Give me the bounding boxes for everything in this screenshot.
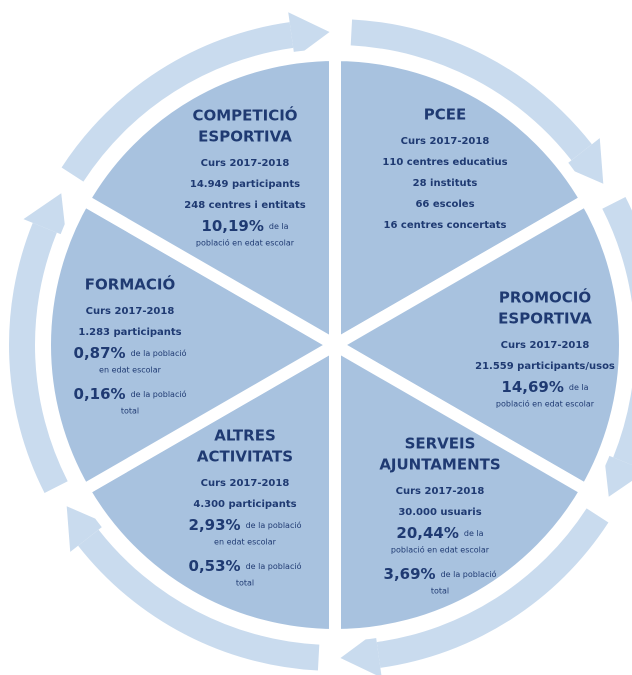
segment-title: SERVEIS xyxy=(405,435,476,453)
ring-arrow xyxy=(350,19,592,161)
arrow-head xyxy=(288,12,330,58)
segment-text: PROMOCIÓ ESPORTIVA Curs 2017-2018 21.559 pa… xyxy=(475,288,615,409)
segment-title: ESPORTIVA xyxy=(498,310,592,328)
ring-arrow xyxy=(8,222,68,494)
info-line: Curs 2017-2018 xyxy=(501,340,590,351)
info-line: Curs 2017-2018 xyxy=(201,478,290,489)
ring-arrow xyxy=(602,196,632,465)
segment-title: PCEE xyxy=(424,106,467,124)
percentage-note: de la xyxy=(464,529,484,538)
ring-arrow xyxy=(61,22,294,182)
arrow-head xyxy=(563,138,604,184)
segment xyxy=(329,48,595,356)
info-line: 1.283 participants xyxy=(78,327,181,338)
info-line: 30.000 usuaris xyxy=(398,507,481,518)
percentage-note: total xyxy=(236,579,254,588)
percentage: 14,69% xyxy=(501,378,563,396)
info-line: Curs 2017-2018 xyxy=(396,486,485,497)
ring-arrow xyxy=(376,508,609,668)
info-line: 4.300 participants xyxy=(193,499,296,510)
info-line: 248 centres i entitats xyxy=(184,200,305,211)
percentage-note: de la població xyxy=(246,561,302,571)
percentage: 0,87% xyxy=(74,344,126,362)
percentage-line: 0,16% de la població xyxy=(74,385,187,403)
ring-arrow xyxy=(78,529,320,671)
segment-text: PCEE Curs 2017-2018 110 centres educatius 2… xyxy=(382,106,507,232)
segment-text: SERVEIS AJUNTAMENTS Curs 2017-2018 30.000 u… xyxy=(379,435,500,596)
percentage: 3,69% xyxy=(384,565,436,583)
segment-text: ALTRES ACTIVITATS Curs 2017-2018 4.300 part… xyxy=(189,427,302,588)
segment xyxy=(75,48,341,356)
percentage-note: total xyxy=(431,587,449,596)
arrow-head xyxy=(23,193,67,237)
percentage-line: 0,53% de la població xyxy=(189,557,302,575)
percentage-line: 10,19% de la xyxy=(201,217,288,235)
info-line: 28 instituts xyxy=(413,178,478,189)
segment-title: PROMOCIÓ xyxy=(499,288,591,307)
percentage-line: 20,44% de la xyxy=(396,524,483,542)
segment xyxy=(323,191,631,499)
arrow-head xyxy=(66,506,107,552)
percentage-note: població en edat escolar xyxy=(496,399,595,409)
percentage-note: població en edat escolar xyxy=(196,238,295,248)
info-line: Curs 2017-2018 xyxy=(401,136,490,147)
segment-title: COMPETICIÓ xyxy=(192,106,297,125)
percentage-note: de la població xyxy=(131,348,187,358)
info-line: Curs 2017-2018 xyxy=(201,158,290,169)
segment-text: COMPETICIÓ ESPORTIVA Curs 2017-2018 14.949 … xyxy=(184,106,305,248)
segment-text: FORMACIÓ Curs 2017-2018 1.283 participants… xyxy=(74,275,187,416)
percentage-note: total xyxy=(121,407,139,416)
info-line: 14.949 participants xyxy=(190,179,300,190)
arrow-head xyxy=(340,632,382,675)
percentage-note: de la població xyxy=(131,389,187,399)
info-line: Curs 2017-2018 xyxy=(86,306,175,317)
percentage-note: de la població xyxy=(246,520,302,530)
segment-title: ESPORTIVA xyxy=(198,128,292,146)
segment xyxy=(39,191,348,499)
segment-title: ALTRES xyxy=(214,427,276,445)
percentage: 20,44% xyxy=(396,524,458,542)
percentage: 0,16% xyxy=(74,385,126,403)
percentage-note: de la població xyxy=(441,569,497,579)
segment-title: AJUNTAMENTS xyxy=(379,456,500,474)
segment xyxy=(329,334,595,642)
percentage-note: de la xyxy=(269,222,289,231)
arrow-head xyxy=(603,453,632,497)
percentage-note: població en edat escolar xyxy=(391,545,490,555)
percentage-line: 0,87% de la població xyxy=(74,344,187,362)
info-line: 16 centres concertats xyxy=(384,220,507,231)
info-line: 21.559 participants/usos xyxy=(475,361,615,372)
percentage: 2,93% xyxy=(189,516,241,534)
percentage-note: en edat escolar xyxy=(214,538,277,547)
info-line: 66 escoles xyxy=(415,199,474,210)
info-line: 110 centres educatius xyxy=(382,157,507,168)
segment-title: ACTIVITATS xyxy=(197,448,293,466)
percentage-line: 14,69% de la xyxy=(501,378,588,396)
percentage-note: de la xyxy=(569,383,589,392)
percentage-note: en edat escolar xyxy=(99,366,162,375)
percentage-line: 2,93% de la població xyxy=(189,516,302,534)
percentage: 0,53% xyxy=(189,557,241,575)
percentage-line: 3,69% de la població xyxy=(384,565,497,583)
percentage: 10,19% xyxy=(201,217,263,235)
segment-title: FORMACIÓ xyxy=(85,275,175,294)
segment xyxy=(75,334,341,642)
